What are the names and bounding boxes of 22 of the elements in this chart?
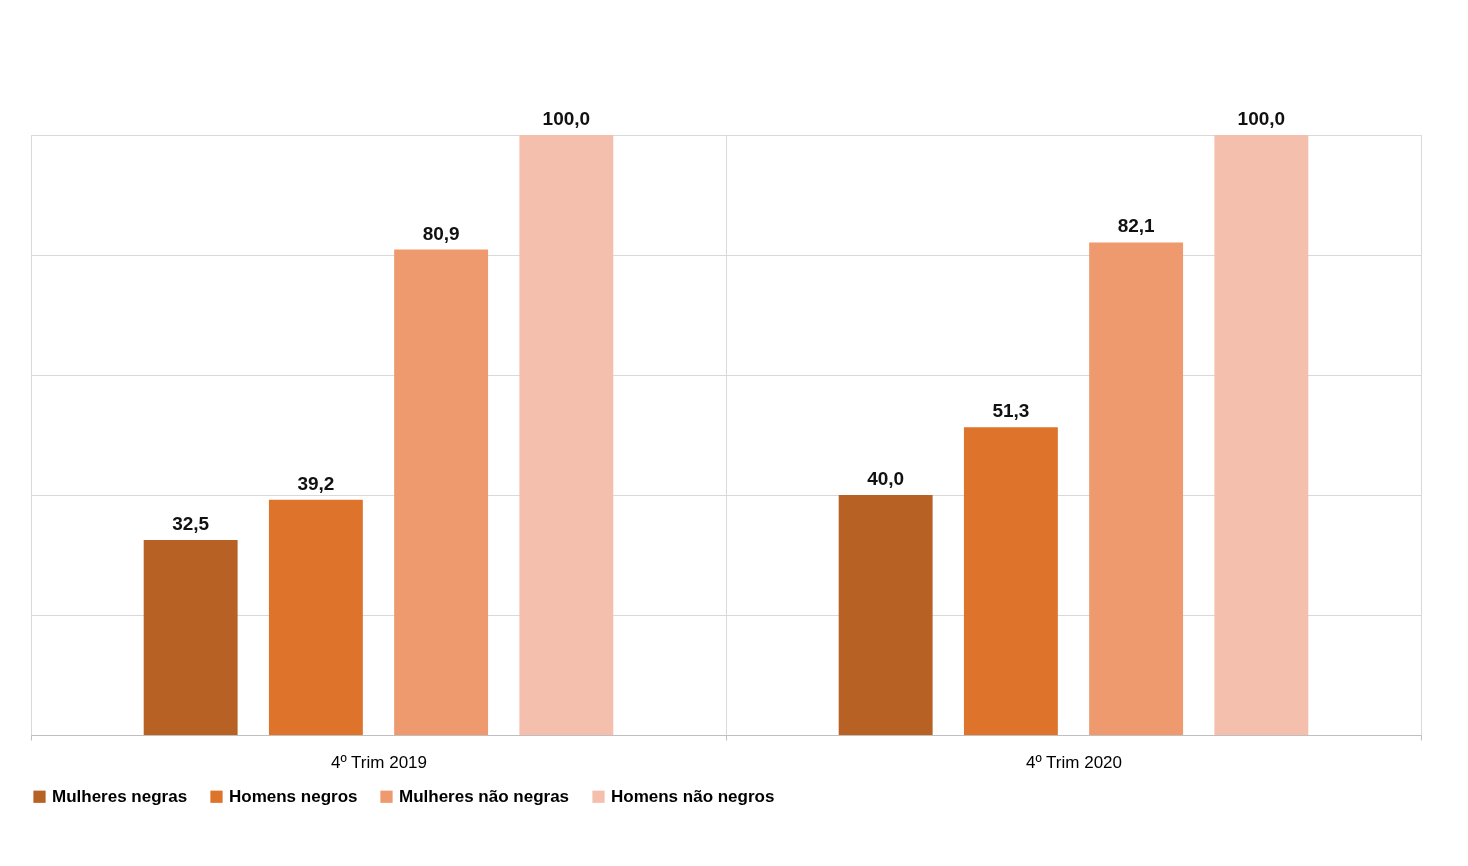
x-tick-label: 4º Trim 2019 <box>331 752 427 772</box>
text: 51,3 <box>992 400 1030 422</box>
bar <box>838 495 933 735</box>
bar <box>143 540 238 735</box>
bar <box>519 135 614 735</box>
legend-label: Homens negros <box>229 786 358 806</box>
bar <box>1089 242 1184 735</box>
text: 82,1 <box>1117 215 1155 237</box>
legend-label: Homens não negros <box>611 786 775 806</box>
bar <box>963 427 1058 735</box>
text: 80,9 <box>422 222 460 244</box>
text: 100,0 <box>1237 108 1286 129</box>
legend-label: Mulheres negras <box>52 786 188 806</box>
bar <box>1214 135 1309 735</box>
text: 32,5 <box>172 513 210 534</box>
bar <box>268 499 363 735</box>
text: 100,0 <box>542 108 591 129</box>
legend-label: Mulheres não negras <box>399 786 570 806</box>
text: 39,2 <box>297 472 335 494</box>
bar <box>394 249 489 735</box>
x-tick-label: 4º Trim 2020 <box>1026 752 1122 772</box>
text: 40,0 <box>867 468 905 489</box>
